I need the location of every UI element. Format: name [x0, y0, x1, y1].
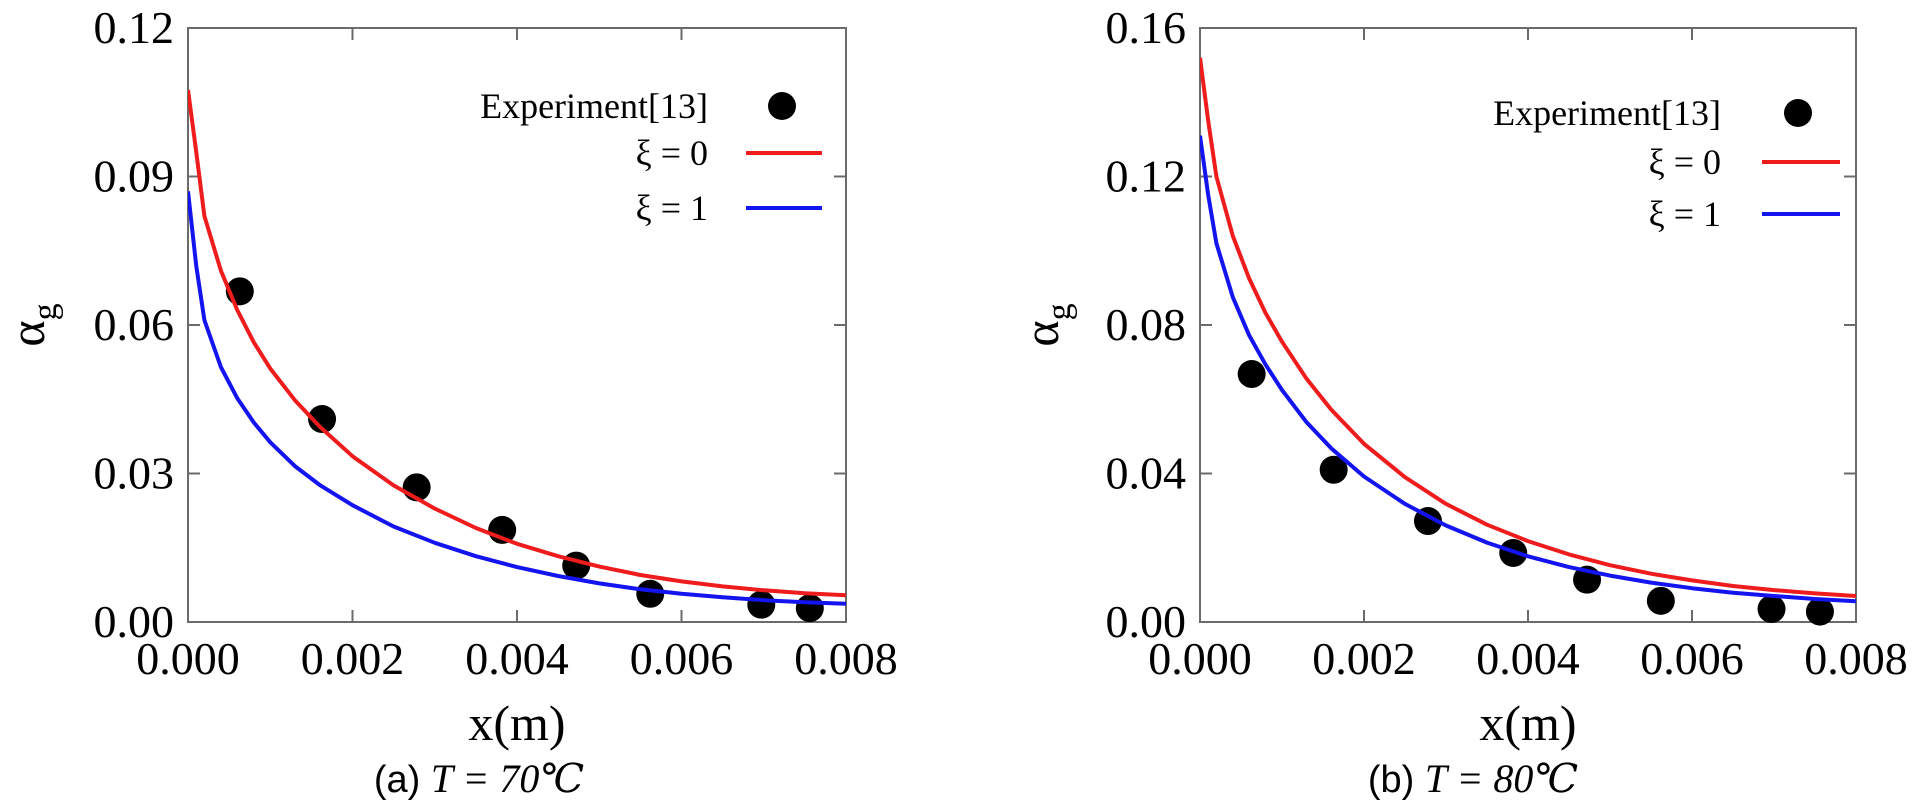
- y-tick-label: 0.12: [1106, 151, 1187, 202]
- x-tick-label: 0.000: [1148, 633, 1252, 684]
- y-tick-label: 0.03: [94, 448, 175, 499]
- x-tick-label: 0.002: [1312, 633, 1416, 684]
- y-axis-title: αg: [0, 303, 64, 346]
- experiment-point: [1805, 597, 1834, 626]
- caption-prefix: (b): [1368, 759, 1425, 801]
- series-line-xi-0: [1200, 57, 1856, 598]
- x-tick-label: 0.004: [465, 633, 569, 684]
- experiment-point: [1237, 360, 1266, 389]
- experiment-point: [747, 590, 776, 619]
- legend: Experiment[13] ξ = 0 ξ = 1: [480, 86, 822, 228]
- y-axis-title-subscript: g: [1041, 303, 1078, 320]
- experiment-point: [1757, 595, 1786, 624]
- legend-label: ξ = 1: [636, 188, 708, 228]
- legend: Experiment[13] ξ = 0 ξ = 1: [1493, 93, 1840, 234]
- caption-prefix: (a): [374, 759, 431, 801]
- y-axis-title: αg: [1013, 303, 1078, 346]
- y-tick-label: 0.09: [94, 151, 175, 202]
- y-tick-label: 0.00: [1106, 596, 1187, 647]
- x-tick-label: 0.008: [1804, 633, 1908, 684]
- x-tick-label: 0.004: [1476, 633, 1580, 684]
- x-tick-label: 0.006: [630, 633, 734, 684]
- y-tick-label: 0.12: [94, 2, 175, 53]
- series-line-xi-0: [188, 89, 846, 598]
- legend-label: Experiment[13]: [1493, 93, 1721, 133]
- legend-marker: [1784, 99, 1812, 127]
- chart-panel-a: 0.00 0.03 0.06 0.09 0.12 0.000 0.002 0.004 0.006…: [0, 2, 898, 801]
- y-tick-label: 0.06: [94, 299, 175, 350]
- y-tick-label: 0.16: [1106, 2, 1187, 53]
- experiment-point: [1319, 455, 1348, 484]
- panel-caption: (a) T = 70℃: [374, 756, 584, 801]
- caption-math: T = 70℃: [431, 756, 584, 801]
- x-axis-title: x(m): [1479, 695, 1576, 751]
- y-axis-title-text: αg: [1013, 303, 1078, 346]
- chart-panel-b: 0.00 0.04 0.08 0.12 0.16 0.000 0.002 0.004 0.006…: [1013, 2, 1908, 801]
- x-tick-label: 0.006: [1640, 633, 1744, 684]
- y-axis-title-text: αg: [0, 303, 64, 346]
- y-tick-label: 0.08: [1106, 299, 1187, 350]
- experiment-point: [636, 579, 665, 608]
- series-line-xi-1: [188, 191, 846, 606]
- experiment-point: [1646, 586, 1675, 615]
- series-line-xi-1: [1200, 135, 1856, 604]
- y-axis-title-subscript: g: [27, 303, 64, 320]
- y-tick-label: 0.00: [94, 596, 175, 647]
- experiment-point: [308, 405, 337, 434]
- x-tick-label: 0.000: [136, 633, 240, 684]
- experiment-point: [562, 551, 591, 580]
- legend-label: ξ = 0: [1649, 142, 1721, 182]
- panel-caption: (b) T = 80℃: [1368, 756, 1578, 801]
- legend-label: Experiment[13]: [480, 86, 708, 126]
- x-tick-label: 0.002: [301, 633, 405, 684]
- legend-label: ξ = 0: [636, 133, 708, 173]
- legend-label: ξ = 1: [1649, 194, 1721, 234]
- experiment-point: [795, 594, 824, 623]
- x-tick-label: 0.008: [794, 633, 898, 684]
- legend-marker: [768, 92, 796, 120]
- x-axis-title: x(m): [468, 695, 565, 751]
- caption-math: T = 80℃: [1425, 756, 1578, 801]
- y-tick-label: 0.04: [1106, 448, 1187, 499]
